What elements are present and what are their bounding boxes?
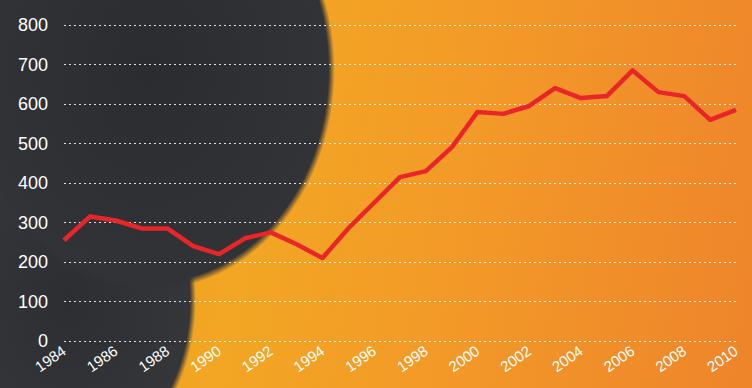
svg-text:1984: 1984 xyxy=(32,342,69,375)
svg-text:200: 200 xyxy=(18,252,48,272)
svg-text:600: 600 xyxy=(18,94,48,114)
svg-text:1986: 1986 xyxy=(83,342,120,375)
svg-text:2008: 2008 xyxy=(652,342,689,375)
svg-text:2000: 2000 xyxy=(445,342,482,375)
svg-text:500: 500 xyxy=(18,134,48,154)
svg-text:300: 300 xyxy=(18,213,48,233)
svg-text:400: 400 xyxy=(18,173,48,193)
svg-text:700: 700 xyxy=(18,55,48,75)
svg-text:2004: 2004 xyxy=(549,342,586,375)
svg-text:1998: 1998 xyxy=(394,342,431,375)
svg-text:1992: 1992 xyxy=(239,342,276,375)
svg-text:1988: 1988 xyxy=(135,342,172,375)
svg-text:100: 100 xyxy=(18,292,48,312)
svg-text:1990: 1990 xyxy=(187,342,224,375)
svg-text:2010: 2010 xyxy=(704,342,741,375)
svg-text:2002: 2002 xyxy=(497,342,534,375)
svg-text:800: 800 xyxy=(18,15,48,35)
svg-text:0: 0 xyxy=(38,331,48,351)
svg-text:1996: 1996 xyxy=(342,342,379,375)
svg-text:2006: 2006 xyxy=(600,342,637,375)
svg-text:1994: 1994 xyxy=(290,342,327,375)
